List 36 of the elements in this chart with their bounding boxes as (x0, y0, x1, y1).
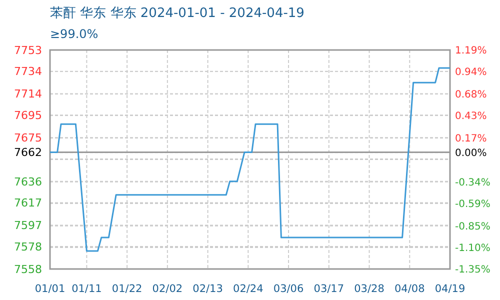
y2-tick-label: -0.34% (455, 177, 490, 188)
y2-tick-label: 0.43% (455, 111, 487, 122)
line-series (49, 67, 451, 252)
y-tick-label: 7617 (14, 196, 42, 210)
x-tick-label: 02/02 (152, 283, 183, 295)
y2-tick-label: 0.17% (455, 133, 487, 144)
y2-tick-label: -1.10% (455, 242, 490, 254)
y-tick-label: 7597 (14, 219, 42, 232)
x-tick-label: 01/11 (72, 283, 102, 295)
x-tick-label: 03/17 (314, 283, 344, 295)
y2-tick-label: 0.00% (455, 148, 487, 160)
y-tick-label: 7675 (14, 131, 42, 144)
x-tick-label: 02/24 (233, 283, 264, 295)
x-tick-label: 02/13 (192, 283, 223, 295)
y-tick-label: 7753 (14, 44, 42, 57)
x-tick-label: 01/01 (34, 283, 66, 295)
y2-tick-label: 0.68% (455, 89, 487, 100)
y-tick-label: 7695 (14, 108, 42, 122)
y-tick-label: 7714 (14, 88, 42, 101)
y2-tick-label: 0.94% (455, 67, 487, 78)
x-tick-label: 04/19 (434, 283, 466, 295)
chart-subtitle: ≥99.0% (50, 27, 98, 41)
x-tick-label: 03/28 (354, 283, 384, 295)
y2-tick-label: -0.85% (455, 221, 490, 232)
y-tick-label: 7734 (14, 65, 42, 78)
x-tick-label: 01/22 (112, 283, 142, 295)
y-tick-label: 7558 (14, 262, 42, 276)
y-tick-label: 7578 (14, 240, 42, 254)
x-tick-label: 04/08 (394, 283, 425, 295)
y2-tick-label: -1.35% (455, 264, 490, 276)
chart-title: 苯酐 华东 华东 2024-01-01 - 2024-04-19 (50, 6, 304, 21)
y2-tick-label: 1.19% (455, 46, 487, 56)
x-tick-label: 03/06 (273, 283, 304, 295)
y2-tick-label: -0.59% (455, 198, 490, 210)
y-tick-label: 7636 (14, 175, 42, 188)
y-tick-label: 7662 (14, 146, 42, 160)
